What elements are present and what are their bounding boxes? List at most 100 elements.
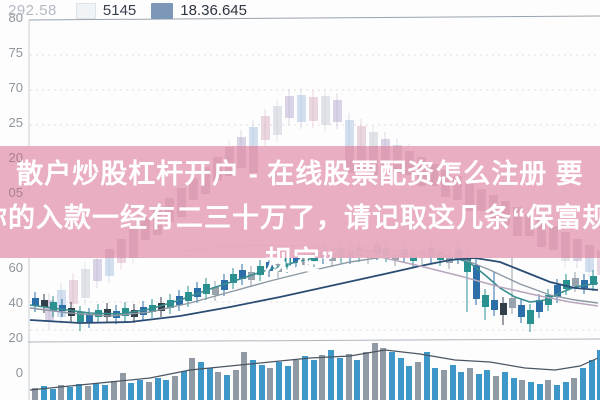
legend-swatch-2 xyxy=(151,2,174,19)
volume-bar xyxy=(276,362,282,400)
candle xyxy=(500,303,507,315)
volume-bar xyxy=(224,375,230,400)
band-candle-silhouette xyxy=(165,198,174,222)
volume-bar xyxy=(250,360,256,400)
legend-swatch-1 xyxy=(75,2,96,19)
candle xyxy=(203,284,210,294)
volume-bar xyxy=(493,376,499,400)
candle xyxy=(293,255,300,263)
bg-candle xyxy=(597,251,600,275)
volume-bar xyxy=(354,360,360,400)
candle xyxy=(545,295,552,305)
bg-candle xyxy=(309,97,318,121)
band-candle-silhouette xyxy=(237,146,246,168)
candle xyxy=(140,307,147,315)
ma-gray xyxy=(29,253,599,317)
band-candle-silhouette xyxy=(141,218,150,240)
volume-bar xyxy=(120,373,126,400)
volume-bar xyxy=(198,362,204,400)
band-candle-silhouette xyxy=(177,188,186,217)
bg-candle xyxy=(585,245,594,272)
candle xyxy=(446,255,453,263)
volume-bar xyxy=(432,368,438,400)
band-candle-silhouette xyxy=(597,251,600,258)
volume-bar xyxy=(389,352,395,400)
volume-bar xyxy=(502,372,508,400)
candle xyxy=(32,298,39,306)
y-axis-tick-label: 80 xyxy=(8,10,23,25)
volume-bar xyxy=(589,360,595,400)
volume-bar xyxy=(519,380,525,400)
volume-bar xyxy=(137,380,143,400)
candle xyxy=(563,280,570,289)
volume-bar xyxy=(571,378,577,400)
volume-bar xyxy=(406,366,412,400)
volume-bar xyxy=(458,372,464,400)
band-candle-silhouette xyxy=(465,182,474,211)
volume-bar xyxy=(372,343,378,400)
volume-bar xyxy=(511,378,517,400)
volume-bar xyxy=(319,355,325,400)
volume-bar xyxy=(554,385,560,400)
candle xyxy=(230,274,237,283)
legend-value-1: 292.58 xyxy=(8,2,57,19)
bg-candle xyxy=(81,269,90,298)
candle xyxy=(86,314,93,322)
band-candle-silhouette xyxy=(549,226,558,250)
candle xyxy=(473,265,480,299)
bg-candle xyxy=(273,106,282,135)
volume-bar xyxy=(207,368,213,400)
volume-bar xyxy=(380,348,386,400)
candle xyxy=(590,276,597,285)
band-candle-silhouette xyxy=(561,232,570,258)
volume-bar xyxy=(363,352,369,400)
volume-bar xyxy=(302,356,308,400)
volume-bar xyxy=(398,358,404,400)
ma-navy xyxy=(29,257,599,324)
volume-bar xyxy=(337,358,343,400)
candle xyxy=(68,308,75,316)
candle xyxy=(509,298,516,308)
volume-bar xyxy=(172,376,178,400)
band-candle-silhouette xyxy=(393,146,402,173)
volume-bar xyxy=(441,370,447,400)
candle xyxy=(257,266,264,275)
volume-bar xyxy=(563,382,569,400)
y-axis-tick-label: 75 xyxy=(8,45,23,60)
band-candle-silhouette xyxy=(537,220,546,247)
legend-value-3: 18.36.645 xyxy=(180,2,247,19)
volume-ma-line xyxy=(29,349,599,391)
volume-bar xyxy=(311,360,317,400)
volume-bar xyxy=(111,381,117,400)
candle xyxy=(266,262,273,271)
band-candle-silhouette xyxy=(525,214,534,236)
headline-overlay-band xyxy=(0,146,600,258)
volume-bar xyxy=(76,384,82,400)
volume-bar xyxy=(580,368,586,400)
volume-bar xyxy=(597,350,600,400)
candle xyxy=(122,308,129,316)
band-candle-silhouette xyxy=(345,146,354,173)
volume-bar xyxy=(189,358,195,400)
volume-bar xyxy=(102,385,108,400)
volume-bar xyxy=(85,386,91,400)
volume-bar xyxy=(545,380,551,400)
chart-top-border xyxy=(28,15,600,21)
volume-bar xyxy=(215,372,221,400)
band-candle-silhouette xyxy=(489,195,498,222)
volume-bar xyxy=(346,354,352,400)
band-candle-silhouette xyxy=(189,178,198,200)
bg-candle xyxy=(105,249,114,276)
candle xyxy=(527,310,534,324)
bg-candle xyxy=(285,96,294,118)
bg-candle xyxy=(345,120,354,147)
volume-panel-border xyxy=(27,338,600,343)
y-axis-tick-label: 40 xyxy=(8,295,23,310)
volume-bar xyxy=(128,383,134,400)
volume-bar xyxy=(163,380,169,400)
bg-candle xyxy=(249,127,258,154)
y-axis-tick-label: 25 xyxy=(8,115,23,130)
y-axis-tick-label: 60 xyxy=(8,260,23,275)
band-candle-silhouette xyxy=(405,151,414,175)
legend-value-2: 5145 xyxy=(102,2,137,19)
